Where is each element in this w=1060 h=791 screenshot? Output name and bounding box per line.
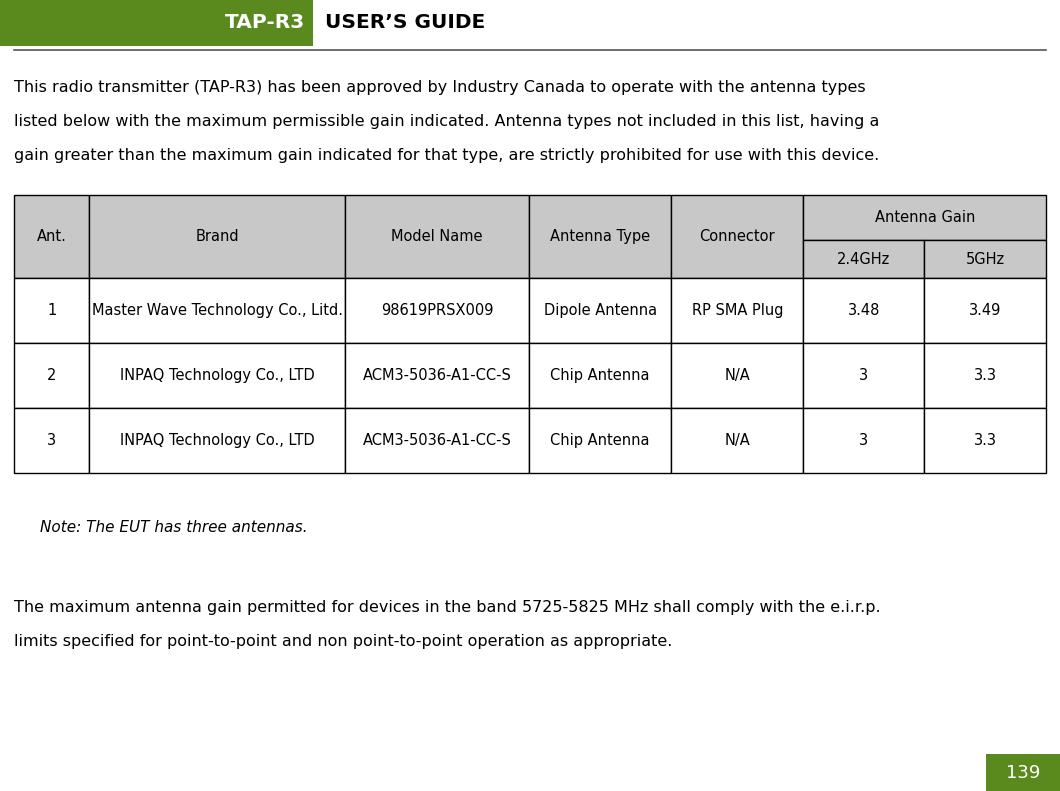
- Text: Antenna Gain: Antenna Gain: [874, 210, 975, 225]
- Text: RP SMA Plug: RP SMA Plug: [692, 303, 783, 318]
- Text: 1: 1: [47, 303, 56, 318]
- FancyBboxPatch shape: [0, 0, 313, 46]
- FancyBboxPatch shape: [924, 240, 1046, 278]
- Text: Chip Antenna: Chip Antenna: [550, 433, 650, 448]
- Text: N/A: N/A: [725, 433, 750, 448]
- FancyBboxPatch shape: [924, 343, 1046, 408]
- FancyBboxPatch shape: [671, 343, 803, 408]
- Text: 3: 3: [860, 433, 868, 448]
- Text: 98619PRSX009: 98619PRSX009: [381, 303, 493, 318]
- FancyBboxPatch shape: [803, 343, 924, 408]
- Text: USER’S GUIDE: USER’S GUIDE: [324, 13, 485, 32]
- Text: 2.4GHz: 2.4GHz: [837, 252, 890, 267]
- FancyBboxPatch shape: [89, 195, 346, 278]
- FancyBboxPatch shape: [14, 343, 89, 408]
- FancyBboxPatch shape: [803, 278, 924, 343]
- Text: Chip Antenna: Chip Antenna: [550, 368, 650, 383]
- Text: Brand: Brand: [195, 229, 240, 244]
- Text: Dipole Antenna: Dipole Antenna: [544, 303, 657, 318]
- FancyBboxPatch shape: [14, 408, 89, 473]
- FancyBboxPatch shape: [671, 195, 803, 278]
- FancyBboxPatch shape: [803, 240, 924, 278]
- Text: gain greater than the maximum gain indicated for that type, are strictly prohibi: gain greater than the maximum gain indic…: [14, 148, 879, 163]
- FancyBboxPatch shape: [346, 195, 529, 278]
- FancyBboxPatch shape: [89, 408, 346, 473]
- Text: 5GHz: 5GHz: [966, 252, 1005, 267]
- Text: 139: 139: [1006, 763, 1040, 782]
- Text: TAP-R3: TAP-R3: [225, 13, 304, 32]
- FancyBboxPatch shape: [14, 195, 89, 278]
- FancyBboxPatch shape: [986, 754, 1060, 791]
- FancyBboxPatch shape: [924, 408, 1046, 473]
- Text: 3.3: 3.3: [974, 433, 996, 448]
- Text: INPAQ Technology Co., LTD: INPAQ Technology Co., LTD: [120, 433, 315, 448]
- FancyBboxPatch shape: [803, 195, 1046, 240]
- FancyBboxPatch shape: [803, 408, 924, 473]
- FancyBboxPatch shape: [89, 343, 346, 408]
- Text: 3.49: 3.49: [969, 303, 1002, 318]
- Text: 3: 3: [860, 368, 868, 383]
- FancyBboxPatch shape: [346, 408, 529, 473]
- Text: 3.48: 3.48: [848, 303, 880, 318]
- FancyBboxPatch shape: [671, 278, 803, 343]
- Text: Model Name: Model Name: [391, 229, 483, 244]
- Text: This radio transmitter (TAP-R3) has been approved by Industry Canada to operate : This radio transmitter (TAP-R3) has been…: [14, 80, 866, 95]
- Text: Antenna Type: Antenna Type: [550, 229, 650, 244]
- FancyBboxPatch shape: [14, 278, 89, 343]
- Text: N/A: N/A: [725, 368, 750, 383]
- FancyBboxPatch shape: [924, 278, 1046, 343]
- Text: limits specified for point-to-point and non point-to-point operation as appropri: limits specified for point-to-point and …: [14, 634, 672, 649]
- Text: INPAQ Technology Co., LTD: INPAQ Technology Co., LTD: [120, 368, 315, 383]
- FancyBboxPatch shape: [346, 278, 529, 343]
- FancyBboxPatch shape: [529, 195, 671, 278]
- Text: Connector: Connector: [700, 229, 775, 244]
- FancyBboxPatch shape: [346, 343, 529, 408]
- Text: The maximum antenna gain permitted for devices in the band 5725-5825 MHz shall c: The maximum antenna gain permitted for d…: [14, 600, 881, 615]
- Text: 3: 3: [47, 433, 56, 448]
- Text: ACM3-5036-A1-CC-S: ACM3-5036-A1-CC-S: [363, 433, 512, 448]
- Text: listed below with the maximum permissible gain indicated. Antenna types not incl: listed below with the maximum permissibl…: [14, 114, 880, 129]
- FancyBboxPatch shape: [89, 278, 346, 343]
- Text: 2: 2: [47, 368, 56, 383]
- Text: ACM3-5036-A1-CC-S: ACM3-5036-A1-CC-S: [363, 368, 512, 383]
- Text: Master Wave Technology Co., Litd.: Master Wave Technology Co., Litd.: [92, 303, 342, 318]
- FancyBboxPatch shape: [529, 278, 671, 343]
- FancyBboxPatch shape: [671, 408, 803, 473]
- FancyBboxPatch shape: [529, 408, 671, 473]
- FancyBboxPatch shape: [529, 343, 671, 408]
- Text: 3.3: 3.3: [974, 368, 996, 383]
- Text: Ant.: Ant.: [37, 229, 67, 244]
- Text: Note: The EUT has three antennas.: Note: The EUT has three antennas.: [40, 520, 307, 535]
